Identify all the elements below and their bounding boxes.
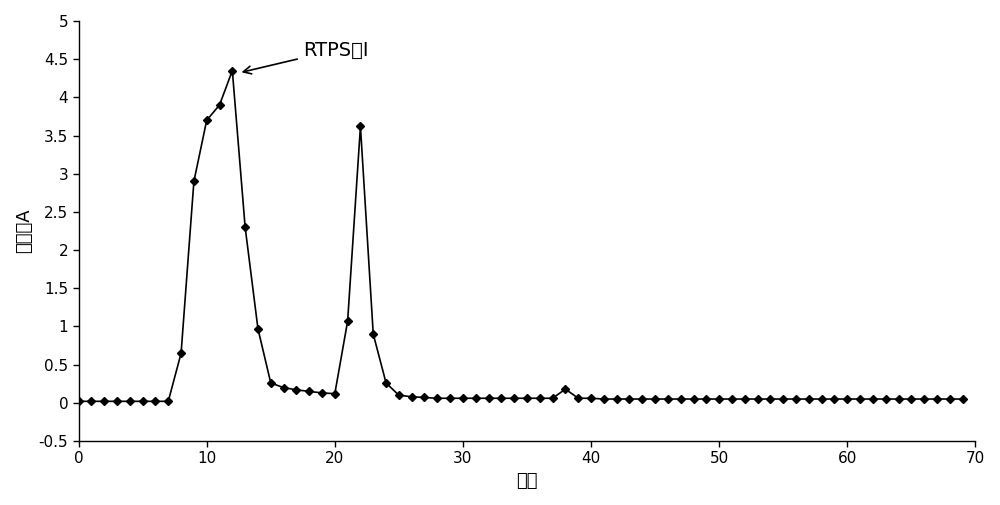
Text: RTPS－Ⅰ: RTPS－Ⅰ bbox=[243, 40, 368, 74]
X-axis label: 管号: 管号 bbox=[516, 472, 538, 490]
Y-axis label: 吸收度A: 吸收度A bbox=[15, 209, 33, 254]
